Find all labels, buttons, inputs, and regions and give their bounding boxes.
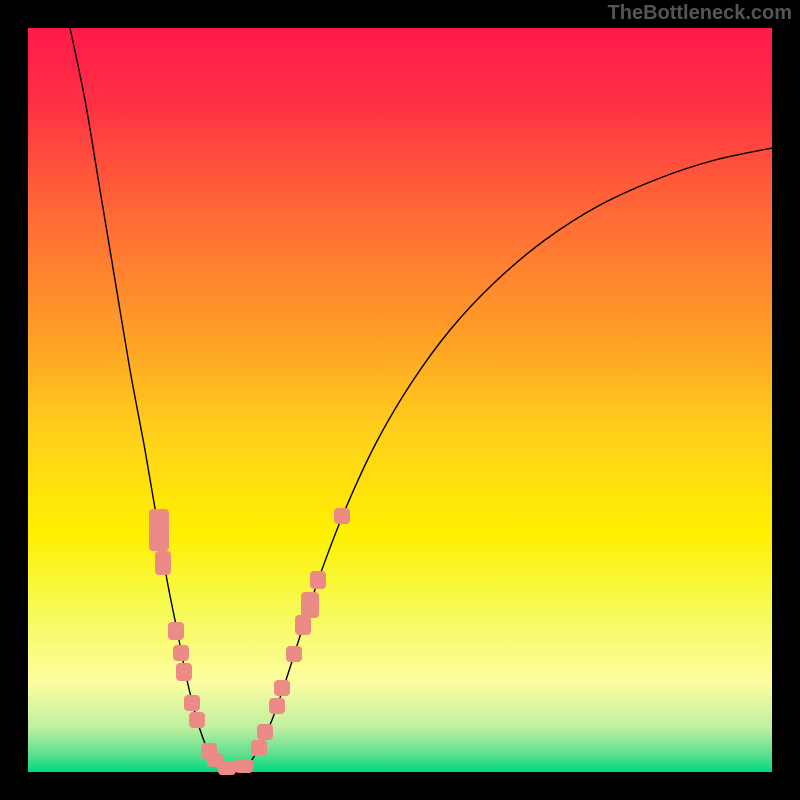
data-marker (218, 761, 236, 775)
data-marker (184, 695, 200, 711)
data-marker (334, 508, 350, 524)
plot-svg (0, 0, 800, 800)
data-marker (310, 571, 326, 589)
figure-container: TheBottleneck.com (0, 0, 800, 800)
data-marker (173, 645, 189, 661)
data-marker (257, 724, 273, 740)
data-marker (301, 592, 319, 618)
data-marker (235, 759, 253, 773)
data-marker (149, 509, 169, 551)
data-marker (155, 551, 171, 575)
data-marker (274, 680, 290, 696)
data-marker (251, 740, 267, 756)
data-marker (286, 646, 302, 662)
data-marker (168, 622, 184, 640)
data-marker (176, 663, 192, 681)
data-marker (189, 712, 205, 728)
watermark-text: TheBottleneck.com (608, 2, 792, 25)
data-marker (269, 698, 285, 714)
